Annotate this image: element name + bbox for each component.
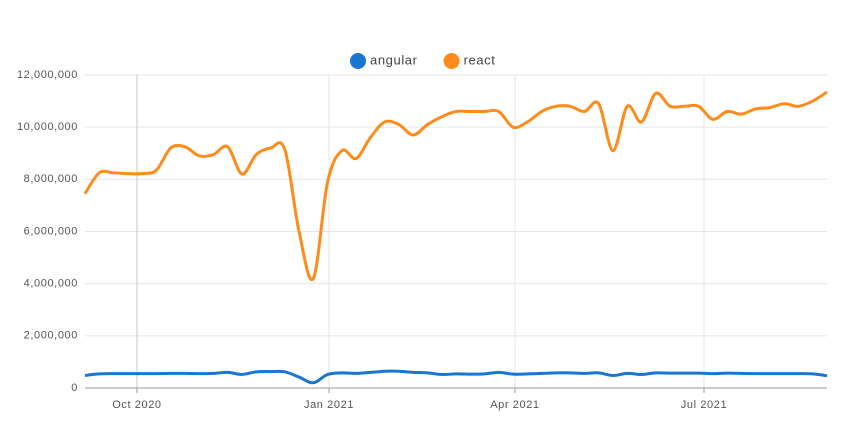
legend-swatch[interactable] [443, 53, 460, 69]
legend-swatch[interactable] [350, 53, 366, 69]
line-react [83, 90, 828, 282]
y-tick-label: 0 [71, 382, 78, 394]
x-tick-label: Apr 2021 [490, 399, 539, 411]
x-tick-label: Jul 2021 [681, 399, 727, 411]
legend-label[interactable]: angular [370, 52, 418, 67]
y-tick-label: 8,000,000 [24, 173, 78, 185]
x-tick-label: Oct 2020 [112, 399, 161, 411]
x-tick-label: Jan 2021 [304, 399, 354, 411]
y-tick-label: 6,000,000 [24, 225, 78, 237]
y-tick-label: 10,000,000 [17, 121, 78, 133]
y-tick-label: 2,000,000 [24, 330, 78, 342]
line-angular [84, 369, 828, 385]
y-tick-label: 12,000,000 [17, 69, 78, 81]
legend-label[interactable]: react [464, 52, 496, 67]
y-tick-label: 4,000,000 [24, 278, 78, 290]
